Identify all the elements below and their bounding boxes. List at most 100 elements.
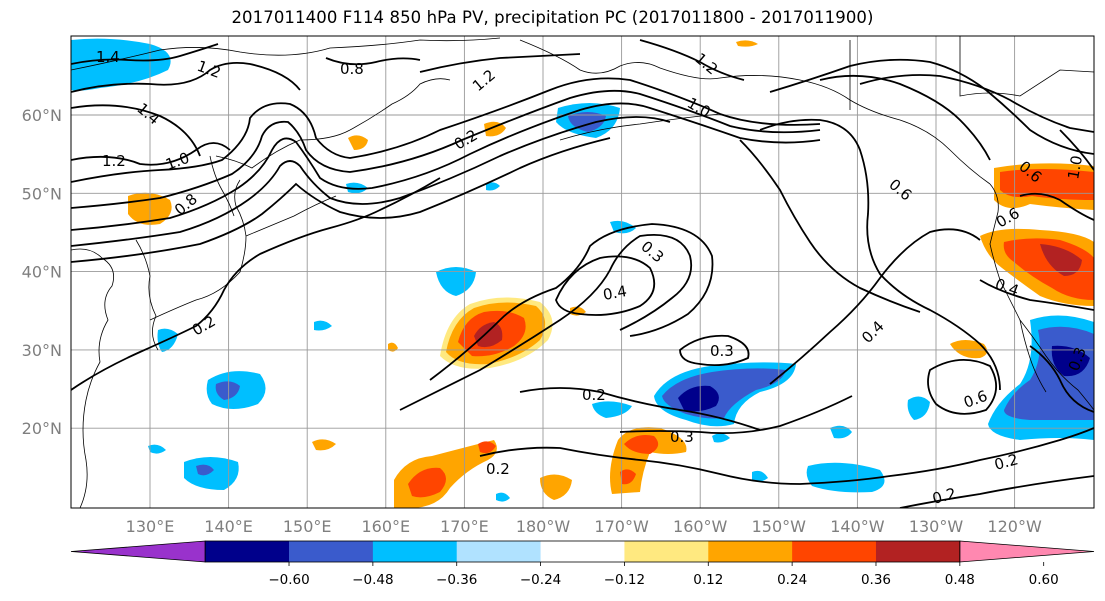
colorbar-box [708,541,793,562]
pv-contour-1.2-east [859,74,1094,133]
precip-patch [388,342,398,352]
colorbar-tick-label: −0.36 [436,572,477,588]
coastline-sakhalin [209,155,235,217]
precip-patch [736,40,758,47]
colorbar-tick-label: 0.36 [861,572,891,588]
pv-label: 0.2 [486,460,510,478]
precip-patch [620,469,636,485]
pv-label: 0.3 [670,428,694,446]
coastline-japan [149,179,247,321]
latitude-label: 50°N [22,184,62,203]
precip-patch [678,385,719,412]
pv-contour-1.0-w [71,77,821,183]
pv-contour-1.2-n [639,39,745,81]
longitude-label: 180°W [516,517,571,536]
longitude-label: 160°E [361,517,410,536]
pv-contour-0.8-n [325,57,421,66]
colorbar-tick-label: 0.48 [945,572,975,588]
pv-contour-0.3-se [1029,345,1094,413]
pv-contour-trough [739,139,921,313]
pv-label: 0.2 [582,386,606,404]
coastlines [71,36,1094,508]
pv-contour-1.2-sib [419,53,581,73]
precip-patch [1051,345,1090,377]
longitude-label: 140°W [830,517,885,536]
precip-patch [71,38,171,91]
coastline-korea [135,239,159,351]
pv-label: 1.0 [1064,154,1086,181]
latitude-label: 30°N [22,341,62,360]
pv-contour-0.3-central [429,223,714,381]
pv-contour-0.3-loop [679,334,750,367]
coastline-okhotsk [215,129,351,169]
pv-contour-0.6-east [759,118,1001,391]
pv-label: 0.8 [340,60,364,78]
longitude-label: 130°E [126,517,175,536]
colorbar-box [456,541,542,562]
pv-contour-0.2-south [519,387,761,431]
pv-contour-1.0-ne [1059,129,1094,171]
latitude-label: 40°N [22,263,62,282]
longitude-label: 170°W [594,517,649,536]
longitude-label: 160°W [673,517,728,536]
precip-patch [830,425,852,439]
pv-contour-0.2-bottom [899,475,1094,508]
colorbar-ticks: −0.60 −0.48 −0.36 −0.24 −0.12 0.12 0.24 0.36 0.4… [268,562,1059,588]
precip-patch [312,439,336,451]
coastline-baja [1019,319,1047,393]
colorbar-box [792,541,877,562]
pv-contour-1.2-w [71,142,231,166]
pv-contours [71,39,1094,508]
precip-patch [806,462,885,493]
pv-contour-0.2-central [399,234,693,411]
colorbar-extension-low [70,540,206,563]
pv-contour-0.4-central [555,255,656,316]
longitude-labels: 130°E 140°E 150°E 160°E 170°E 180°W 170°W 160°W… [126,517,1042,536]
pv-contour-0.3-south [619,395,853,435]
pv-contour-1.4-nw [71,43,219,65]
precip-patch [436,267,476,296]
colorbar-tick-label: 0.24 [777,572,807,588]
colorbar-tick-label: −0.12 [604,572,645,588]
precip-patch [314,320,332,331]
precip-patch [484,121,506,137]
precip-patch [907,396,930,420]
pv-contour-0.4-east [769,228,981,385]
precip-patch [486,182,500,191]
colorbar-box [875,541,961,562]
precip-patch [478,441,496,454]
precip-patch [496,492,510,502]
map-frame [70,35,1095,509]
colorbar-tick-label: −0.48 [352,572,393,588]
precip-patch [408,467,446,498]
colorbar-box [624,541,709,562]
pv-contour-0.6-w [71,116,671,247]
coastline-alaska [719,75,991,185]
longitude-label: 120°W [987,517,1042,536]
longitude-label: 150°W [752,517,807,536]
precip-patch [348,135,368,150]
colorbar-tick-label: −0.24 [520,572,561,588]
latitude-label: 20°N [22,419,62,438]
pv-contour-1.0-east [769,58,1094,155]
pv-contour-0.5-w [71,137,611,263]
longitude-label: 150°E [283,517,332,536]
precip-patch [1040,244,1082,276]
precip-patch [712,433,730,443]
colorbar-tick-label: 0.60 [1029,572,1059,588]
pv-label: 1.4 [96,48,120,66]
precip-patch [752,470,768,482]
gridlines [71,36,1094,508]
coastline-canada [989,183,1094,411]
pv-contour-0.6-loop [927,358,997,415]
precip-patch [196,464,214,476]
precip-patch [215,381,240,400]
coastline-siberia [71,37,501,71]
pv-label: 1.2 [102,152,126,170]
precip-patch [540,474,572,500]
coastline-kurils [245,195,337,237]
precip-patch [474,322,503,348]
colorbar [70,540,1095,563]
pv-contour-0.6-se [1019,192,1094,221]
